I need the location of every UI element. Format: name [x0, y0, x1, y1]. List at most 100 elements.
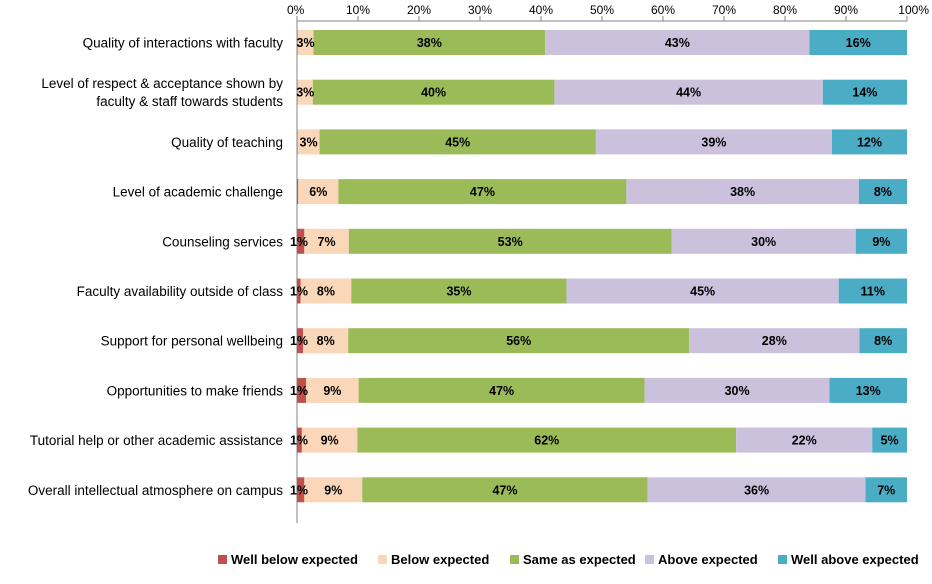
- category-label: Opportunities to make friends: [107, 383, 284, 398]
- legend-label: Below expected: [391, 552, 489, 567]
- data-label: 14%: [852, 86, 877, 100]
- bar-segment: [301, 427, 358, 453]
- bar-segment: [319, 129, 596, 155]
- legend-label: Above expected: [658, 552, 758, 567]
- legend-swatch: [378, 555, 387, 564]
- data-label: 45%: [445, 135, 470, 149]
- data-label: 8%: [874, 185, 892, 199]
- legend: Well below expected Below expected Same as…: [218, 552, 919, 567]
- x-tick-label: 100%: [898, 3, 929, 17]
- bar-segment: [297, 427, 302, 453]
- data-label: 1%: [290, 384, 308, 398]
- bar-segment: [304, 228, 349, 254]
- data-label: 47%: [492, 483, 517, 497]
- data-label: 22%: [792, 434, 817, 448]
- bar-segment: [595, 129, 832, 155]
- category-label: Level of academic challenge: [113, 185, 283, 200]
- bar-segment: [297, 30, 298, 55]
- data-label: 1%: [290, 285, 308, 299]
- category-label: Overall intellectual atmosphere on campu…: [28, 483, 283, 498]
- data-label: 38%: [730, 185, 755, 199]
- bar-segment: [647, 477, 866, 503]
- bar-segment: [689, 328, 860, 354]
- bar-segment: [822, 79, 907, 105]
- data-label: 28%: [762, 334, 787, 348]
- bar-segment: [865, 477, 907, 503]
- data-labels: 3% 38% 43% 16% 3% 40% 44% 14% 3% 45% 39% 12% 6% 47% 38…: [290, 36, 899, 497]
- bar-segment: [348, 328, 690, 354]
- data-label: 3%: [296, 86, 314, 100]
- data-label: 62%: [534, 434, 559, 448]
- bar-segment: [297, 179, 299, 205]
- legend-label: Well below expected: [231, 552, 358, 567]
- legend-swatch: [510, 555, 519, 564]
- data-label: 38%: [417, 36, 442, 50]
- bar-segment: [297, 129, 298, 155]
- category-label: Faculty availability outside of class: [77, 284, 284, 299]
- legend-swatch: [218, 555, 227, 564]
- bar-segment: [671, 228, 856, 254]
- bar-segment: [566, 278, 839, 304]
- bar-segment: [297, 328, 304, 354]
- category-label: Quality of teaching: [171, 135, 283, 150]
- legend-swatch: [778, 555, 787, 564]
- data-label: 3%: [297, 36, 315, 50]
- bar-segment: [312, 79, 555, 105]
- bar-segment: [829, 377, 907, 403]
- bar-segment: [313, 30, 546, 55]
- data-label: 3%: [300, 135, 318, 149]
- data-label: 12%: [857, 135, 882, 149]
- bar-segment: [362, 477, 648, 503]
- data-label: 43%: [665, 36, 690, 50]
- data-label: 6%: [309, 185, 327, 199]
- data-label: 1%: [290, 434, 308, 448]
- category-label: Tutorial help or other academic assistan…: [30, 433, 283, 448]
- bar-segment: [338, 179, 627, 205]
- data-label: 56%: [506, 334, 531, 348]
- category-label: Quality of interactions with faculty: [83, 36, 284, 51]
- data-label: 8%: [317, 285, 335, 299]
- x-tick-label: 30%: [468, 3, 492, 17]
- bar-segment: [855, 228, 907, 254]
- bar-segment: [297, 477, 305, 503]
- data-label: 7%: [877, 483, 895, 497]
- bar-segment: [358, 377, 645, 403]
- bar-segment: [303, 328, 349, 354]
- bar-segment: [298, 179, 339, 205]
- bar-segment: [859, 328, 907, 354]
- bar-segment: [304, 477, 363, 503]
- bar-segment: [872, 427, 907, 453]
- x-tick-label: 70%: [712, 3, 736, 17]
- data-label: 11%: [861, 285, 885, 299]
- x-tick-label: 50%: [590, 3, 614, 17]
- bar-segment: [357, 427, 737, 453]
- data-label: 35%: [446, 285, 471, 299]
- bar-segment: [297, 129, 320, 155]
- x-tick-label: 60%: [651, 3, 675, 17]
- x-tick-label: 20%: [407, 3, 431, 17]
- data-label: 9%: [324, 483, 342, 497]
- data-label: 5%: [881, 434, 899, 448]
- bar-segment: [644, 377, 830, 403]
- data-label: 1%: [290, 235, 308, 249]
- bar-segment: [297, 228, 305, 254]
- data-label: 16%: [846, 36, 871, 50]
- legend-label: Same as expected: [523, 552, 636, 567]
- data-label: 47%: [470, 185, 495, 199]
- data-label: 9%: [323, 384, 341, 398]
- bar-segment: [306, 377, 359, 403]
- data-label: 1%: [290, 483, 308, 497]
- bar-segment: [626, 179, 859, 205]
- category-label: Level of respect & acceptance shown by fa…: [41, 76, 283, 109]
- x-tick-label: 40%: [529, 3, 553, 17]
- category-label: Support for personal wellbeing: [101, 334, 283, 349]
- data-label: 47%: [489, 384, 514, 398]
- bar-segment: [351, 278, 567, 304]
- data-label: 9%: [872, 235, 890, 249]
- data-label: 45%: [690, 285, 715, 299]
- data-label: 9%: [321, 434, 339, 448]
- legend-swatch: [645, 555, 654, 564]
- data-label: 1%: [290, 334, 308, 348]
- bar-segment: [297, 377, 307, 403]
